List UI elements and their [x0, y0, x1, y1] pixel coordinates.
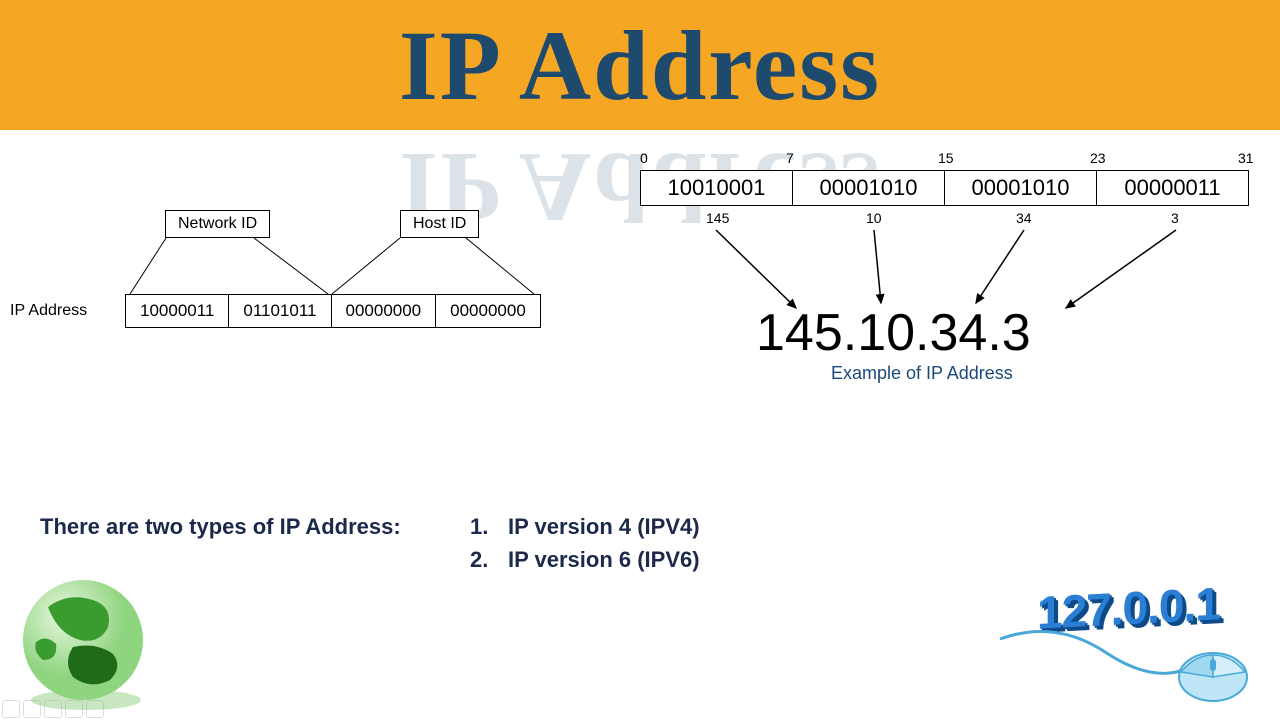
- bit-marker: 0: [640, 150, 648, 166]
- binary-cell: 00000011: [1096, 170, 1249, 206]
- decimal-label: 3: [1171, 210, 1179, 226]
- binary-cell: 10010001: [640, 170, 793, 206]
- nav-zoom-icon[interactable]: [65, 700, 83, 718]
- decimal-label: 145: [706, 210, 729, 226]
- nav-next-icon[interactable]: [23, 700, 41, 718]
- nav-more-icon[interactable]: [86, 700, 104, 718]
- page-title: IP Address: [399, 8, 881, 123]
- type-item: 2.IP version 6 (IPV6): [470, 543, 700, 576]
- type-item: 1.IP version 4 (IPV4): [470, 510, 700, 543]
- bracket-lines: [10, 210, 580, 370]
- binary-cell: 00001010: [792, 170, 945, 206]
- binary-row: 10010001 00001010 00001010 00000011: [640, 170, 1249, 206]
- bit-marker: 31: [1238, 150, 1254, 166]
- mouse-icon: [995, 627, 1255, 712]
- decimal-label: 34: [1016, 210, 1032, 226]
- binary-cell: 00001010: [944, 170, 1097, 206]
- octet-cell: 10000011: [125, 294, 229, 328]
- nav-menu-icon[interactable]: [44, 700, 62, 718]
- globe-icon: [18, 572, 158, 712]
- octet-cell: 00000000: [331, 294, 437, 328]
- ip-structure-diagram: IP Address Network ID Host ID 10000011 0…: [10, 210, 580, 370]
- title-banner: IP Address: [0, 0, 1280, 130]
- nav-prev-icon[interactable]: [2, 700, 20, 718]
- octet-cell: 01101011: [228, 294, 331, 328]
- types-list: 1.IP version 4 (IPV4) 2.IP version 6 (IP…: [470, 510, 700, 576]
- octet-row: 10000011 01101011 00000000 00000000: [125, 294, 541, 328]
- ip-example-diagram: 0 7 15 23 31 10010001 00001010 00001010 …: [636, 148, 1266, 418]
- ip-address-label: IP Address: [10, 302, 87, 320]
- bit-marker: 7: [786, 150, 794, 166]
- decimal-label: 10: [866, 210, 882, 226]
- bit-marker: 15: [938, 150, 954, 166]
- types-intro: There are two types of IP Address:: [40, 514, 401, 540]
- presentation-nav: [2, 700, 104, 718]
- network-id-box: Network ID: [165, 210, 270, 238]
- octet-cell: 00000000: [435, 294, 541, 328]
- example-caption: Example of IP Address: [831, 363, 1013, 384]
- host-id-box: Host ID: [400, 210, 479, 238]
- example-ip-value: 145.10.34.3: [756, 303, 1031, 363]
- bit-marker: 23: [1090, 150, 1106, 166]
